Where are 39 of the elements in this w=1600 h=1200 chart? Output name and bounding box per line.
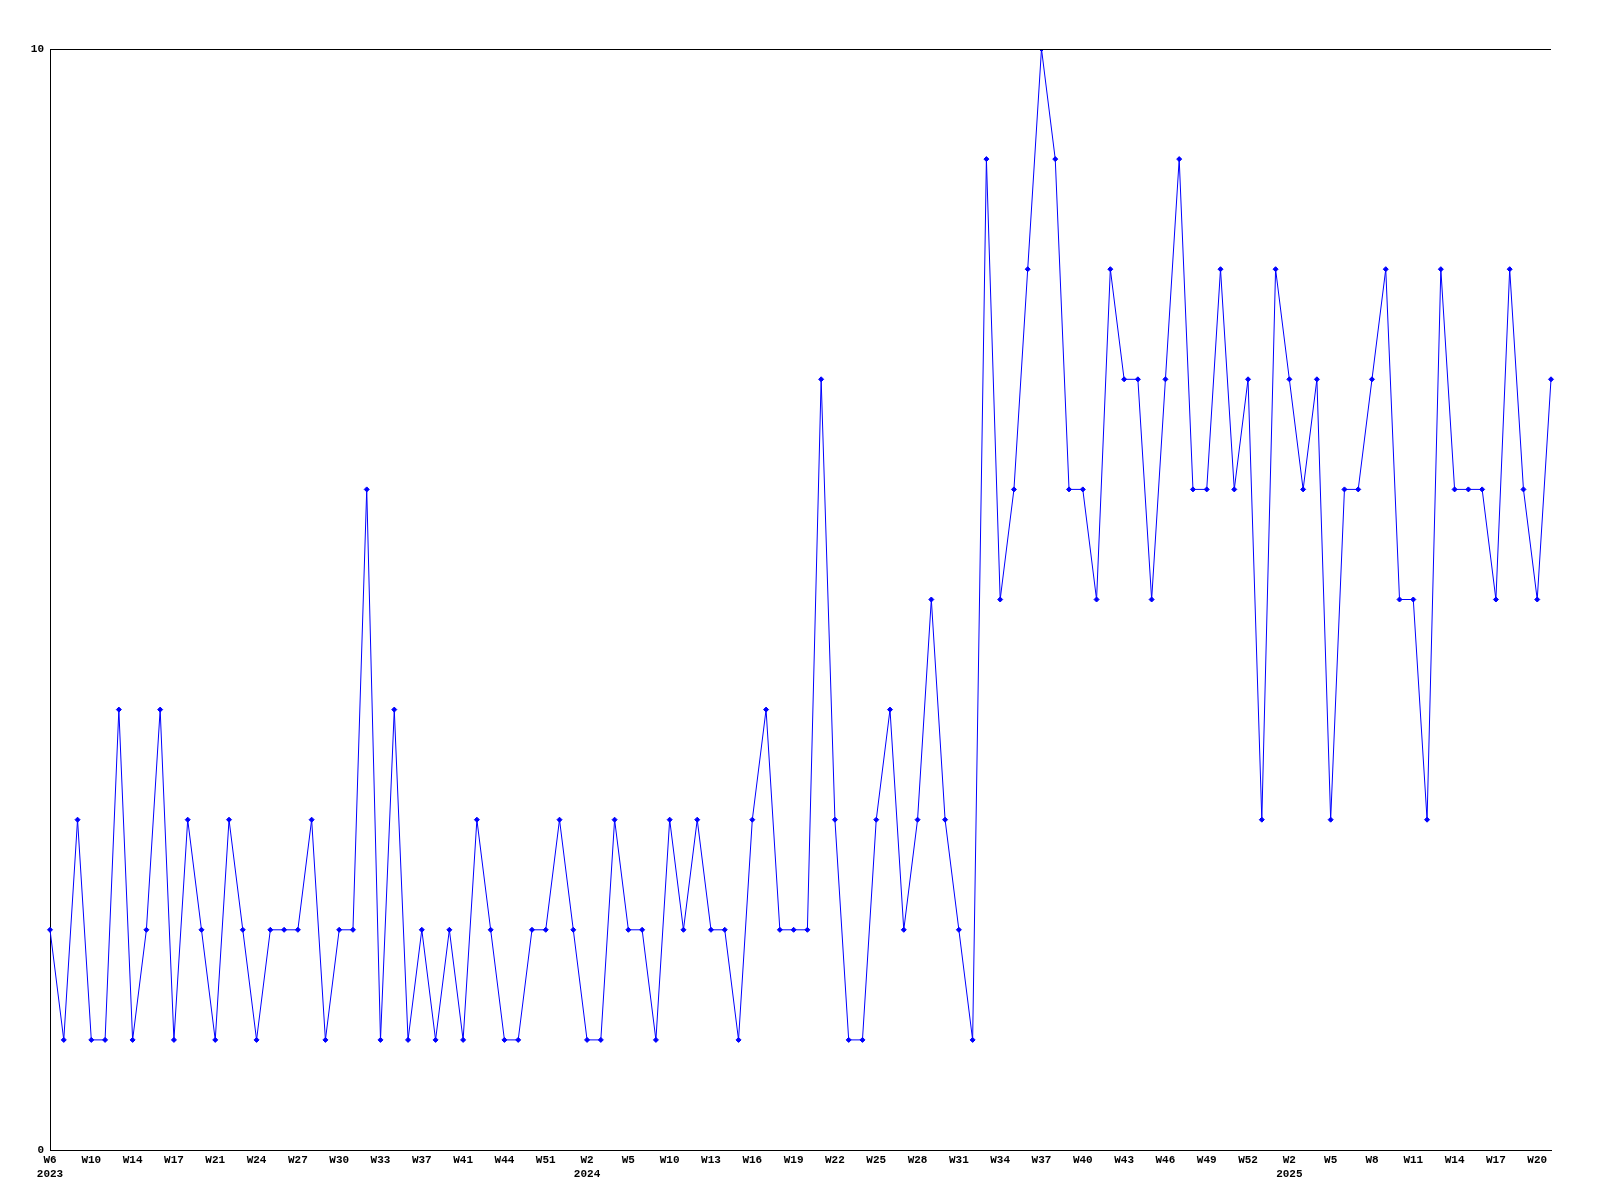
x-tick-label: W11 bbox=[1403, 1154, 1424, 1167]
x-tick-label: W51 bbox=[535, 1154, 557, 1167]
x-tick-label: W46 bbox=[1155, 1154, 1176, 1167]
x-tick-label: W10 bbox=[659, 1154, 680, 1167]
x-tick-label: W19 bbox=[783, 1154, 804, 1167]
x-tick-label: W17 bbox=[164, 1154, 184, 1167]
x-tick-label: W8 bbox=[1365, 1154, 1379, 1167]
x-tick-label: W49 bbox=[1196, 1154, 1217, 1167]
y-tick-label: 0 bbox=[37, 1143, 44, 1156]
x-tick-label: W41 bbox=[453, 1154, 474, 1167]
x-tick-label: W22 bbox=[825, 1154, 845, 1167]
x-tick-label: W5 bbox=[621, 1154, 636, 1167]
x-tick-label: W28 bbox=[907, 1154, 928, 1167]
x-tick-label: W43 bbox=[1114, 1154, 1135, 1167]
x-tick-label: W24 bbox=[246, 1154, 267, 1167]
x-tick-label: W13 bbox=[701, 1154, 722, 1167]
x-tick-label: W5 bbox=[1324, 1154, 1338, 1167]
x-tick-label: W2 2025 bbox=[1276, 1154, 1303, 1180]
x-tick-label: W40 bbox=[1072, 1154, 1093, 1167]
x-tick-label: W14 bbox=[122, 1154, 143, 1167]
x-tick-label: W10 bbox=[81, 1154, 102, 1167]
y-tick-label: 10 bbox=[30, 42, 44, 55]
x-tick-label: W52 bbox=[1238, 1154, 1258, 1167]
x-tick-label: W27 bbox=[287, 1154, 308, 1167]
x-tick-label: W2 2024 bbox=[573, 1154, 601, 1180]
x-tick-label: W31 bbox=[948, 1154, 970, 1167]
x-tick-label: W17 bbox=[1486, 1154, 1506, 1167]
x-tick-label: W37 bbox=[411, 1154, 432, 1167]
x-tick-label: W33 bbox=[370, 1154, 391, 1167]
x-tick-label: W21 bbox=[205, 1154, 226, 1167]
x-tick-label: W20 bbox=[1527, 1154, 1548, 1167]
x-tick-label: W37 bbox=[1031, 1154, 1052, 1167]
x-tick-label: W44 bbox=[494, 1154, 515, 1167]
x-tick-label: W6 2023 bbox=[36, 1154, 64, 1180]
x-tick-label: W30 bbox=[329, 1154, 350, 1167]
x-tick-label: W14 bbox=[1444, 1154, 1465, 1167]
x-tick-label: W34 bbox=[990, 1154, 1011, 1167]
x-tick-label: W25 bbox=[866, 1154, 887, 1167]
x-tick-label: W16 bbox=[742, 1154, 763, 1167]
